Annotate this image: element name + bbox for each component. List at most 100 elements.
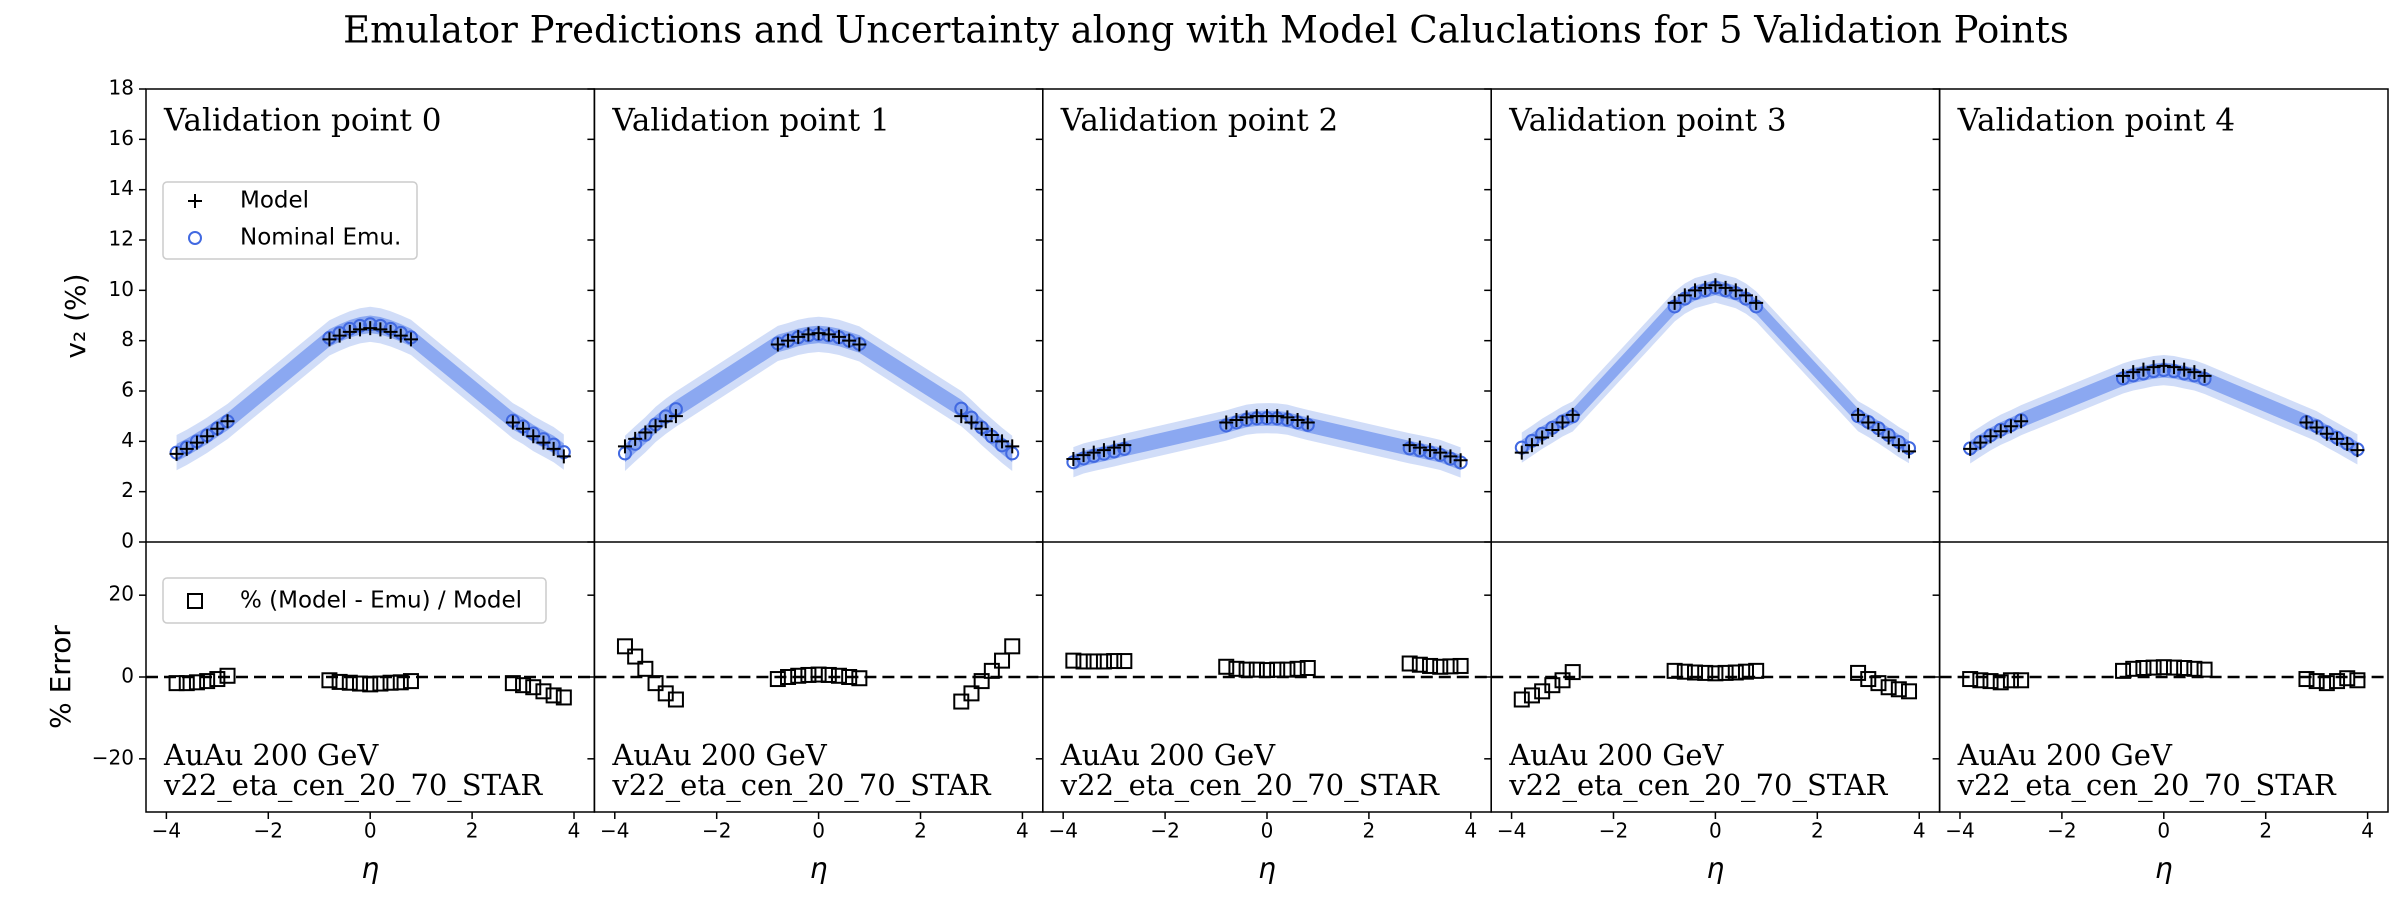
model-point xyxy=(628,431,643,446)
model-point xyxy=(1993,424,2008,439)
error-point xyxy=(168,675,185,692)
model-point xyxy=(1096,443,1111,458)
annotation: v22_eta_cen_20_70_STAR xyxy=(1957,768,2337,803)
error-point xyxy=(515,677,532,694)
error-point xyxy=(2002,672,2019,689)
model-point xyxy=(1545,423,1560,438)
model-point xyxy=(536,435,551,450)
error-point xyxy=(188,674,205,691)
model-point xyxy=(526,429,541,444)
model-point xyxy=(1219,415,1234,430)
model-point xyxy=(383,324,398,339)
model-point xyxy=(2340,436,2355,451)
panel-frame xyxy=(593,88,1044,813)
model-point xyxy=(2003,419,2018,434)
model-point xyxy=(373,322,388,337)
error-point xyxy=(1116,653,1133,670)
model-point xyxy=(1412,440,1427,455)
error-axis-label: % Error xyxy=(44,625,77,729)
annotation: v22_eta_cen_20_70_STAR xyxy=(611,768,991,803)
error-point xyxy=(1218,658,1235,675)
error-point xyxy=(1432,658,1449,675)
x-tick-label: 4 xyxy=(568,819,581,843)
model-point xyxy=(2319,426,2334,441)
model-point xyxy=(322,332,337,347)
y-axis-label: v₂ (%) xyxy=(59,273,92,358)
error-point xyxy=(1901,683,1918,700)
legend-box xyxy=(162,181,418,260)
band-inner xyxy=(1521,280,1910,456)
error-point xyxy=(810,666,827,683)
error-point xyxy=(352,675,369,692)
error-point xyxy=(1279,661,1296,678)
annotation: v22_eta_cen_20_70_STAR xyxy=(1508,768,1888,803)
error-point xyxy=(1972,672,1989,689)
error-point xyxy=(963,685,980,702)
model-point xyxy=(974,421,989,436)
error-point xyxy=(2145,659,2162,676)
error-point xyxy=(2165,659,2182,676)
model-point xyxy=(1861,415,1876,430)
error-point xyxy=(790,667,807,684)
x-tick-label: 2 xyxy=(2259,819,2272,843)
error-point xyxy=(1707,665,1724,682)
error-point xyxy=(1095,653,1112,670)
x-tick-label: 0 xyxy=(364,819,377,843)
error-point xyxy=(2125,660,2142,677)
model-point xyxy=(2309,420,2324,435)
legend-label: Model xyxy=(240,188,309,214)
model-point xyxy=(984,428,999,443)
model-point xyxy=(2330,431,2345,446)
error-point xyxy=(820,666,837,683)
y-tick-label: 16 xyxy=(109,126,134,150)
model-point xyxy=(2156,358,2171,373)
figure-title: Emulator Predictions and Uncertainty alo… xyxy=(343,9,2069,52)
y-tick-label: 18 xyxy=(109,76,134,100)
error-point xyxy=(1860,671,1877,688)
error-point xyxy=(2013,672,2030,689)
model-point xyxy=(2126,365,2141,380)
error-point xyxy=(1004,638,1021,655)
model-point xyxy=(516,421,531,436)
error-point xyxy=(2155,659,2172,676)
x-tick-label: 4 xyxy=(1913,819,1926,843)
error-point xyxy=(1554,672,1571,689)
error-point xyxy=(627,648,644,665)
error-point xyxy=(1422,657,1439,674)
model-point xyxy=(1728,283,1743,298)
error-y-tick-label: 20 xyxy=(109,582,134,606)
error-point xyxy=(1238,661,1255,678)
error-point xyxy=(219,667,236,684)
error-point xyxy=(1737,663,1754,680)
error-point xyxy=(2115,662,2132,679)
x-axis-label: η xyxy=(2155,852,2173,885)
model-point xyxy=(1749,295,1764,310)
error-point xyxy=(1523,687,1540,704)
error-point xyxy=(647,675,664,692)
y-tick-label: 6 xyxy=(121,378,134,402)
model-point xyxy=(505,415,520,430)
model-point xyxy=(1076,448,1091,463)
error-y-tick-label: −20 xyxy=(92,745,134,769)
model-point xyxy=(1524,438,1539,453)
legend-emu-marker xyxy=(188,231,202,245)
legend-model-marker xyxy=(188,194,202,208)
error-point xyxy=(1544,677,1561,694)
model-point xyxy=(1555,415,1570,430)
error-point xyxy=(637,660,654,677)
model-point xyxy=(1402,438,1417,453)
error-point xyxy=(780,669,797,685)
error-point xyxy=(1259,662,1275,679)
model-point xyxy=(1514,445,1529,460)
x-tick-label: −4 xyxy=(152,819,181,843)
model-point xyxy=(770,337,785,352)
model-point xyxy=(831,329,846,344)
model-point xyxy=(1239,410,1254,425)
error-point xyxy=(1442,658,1459,675)
model-point xyxy=(2116,368,2131,383)
band-inner xyxy=(1970,362,2358,457)
x-axis-label: η xyxy=(810,852,828,885)
error-point xyxy=(616,638,633,655)
error-point xyxy=(555,689,572,706)
error-point xyxy=(953,693,970,710)
